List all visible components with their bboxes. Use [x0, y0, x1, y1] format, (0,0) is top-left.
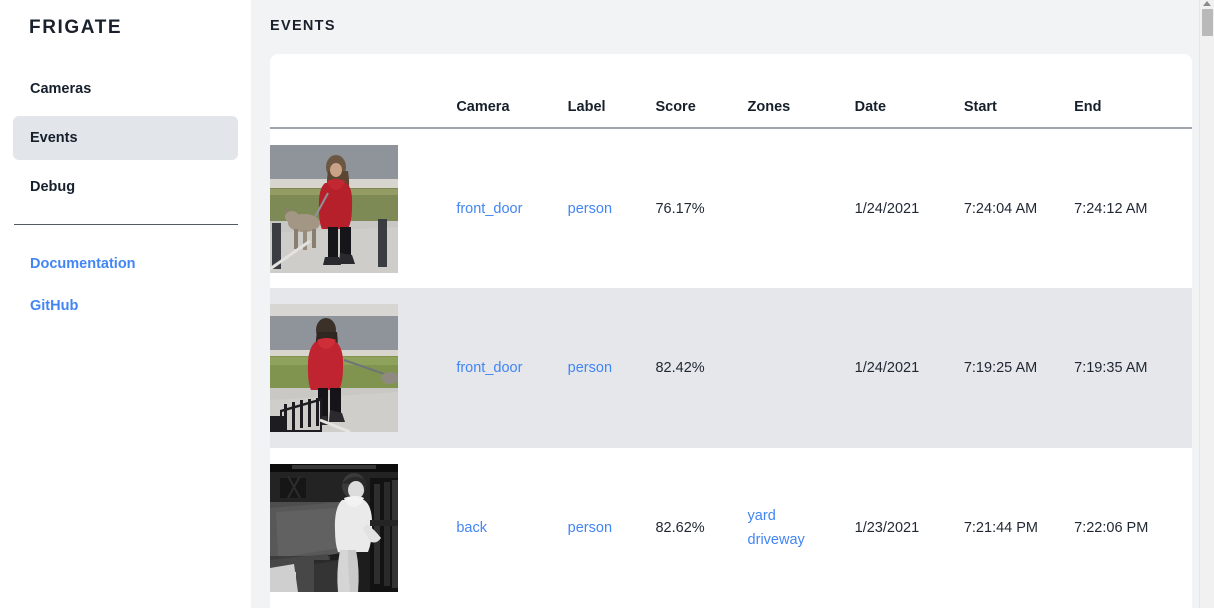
column-header-end: End: [1074, 99, 1102, 115]
scrollbar-thumb[interactable]: [1202, 9, 1213, 36]
event-zones-cell: [747, 288, 855, 448]
event-thumbnail-cell: [270, 128, 456, 288]
event-camera-cell: back: [456, 448, 567, 608]
sidebar-item-label: Debug: [30, 179, 76, 195]
column-header-zones: Zones: [747, 99, 791, 115]
event-score-cell: 82.42%: [655, 288, 748, 448]
event-date-cell: 1/24/2021: [854, 200, 920, 217]
events-table-body: front_door person 76.17% 1/24/2021 7:24:…: [270, 128, 1192, 608]
sidebar-nav: Cameras Events Debug: [0, 67, 251, 209]
event-thumbnail-image[interactable]: [270, 304, 398, 432]
event-zone-link[interactable]: driveway: [747, 532, 805, 548]
page-scrollbar[interactable]: [1199, 0, 1214, 608]
event-label-cell: person: [567, 288, 656, 448]
event-label-link[interactable]: person: [567, 520, 613, 536]
sidebar-item-cameras[interactable]: Cameras: [13, 67, 238, 111]
sidebar-divider: [14, 224, 238, 225]
table-row[interactable]: front_door person 76.17% 1/24/2021 7:24:…: [270, 128, 1192, 288]
event-date-cell: 1/23/2021: [854, 520, 920, 536]
event-date-cell: 1/24/2021: [854, 288, 964, 448]
event-camera-cell: front_door: [456, 288, 568, 448]
sidebar-links: Documentation GitHub: [0, 243, 251, 327]
event-thumbnail-image[interactable]: [270, 464, 398, 592]
sidebar-item-label: Events: [30, 130, 78, 146]
page-title: EVENTS: [270, 18, 336, 34]
events-card: Camera Label Score Zones Date Start End: [270, 54, 1192, 608]
column-header-date: Date: [854, 99, 887, 115]
sidebar: FRIGATE Cameras Events Debug Documentati…: [0, 0, 251, 608]
sidebar-item-debug[interactable]: Debug: [13, 165, 238, 209]
sidebar-item-events[interactable]: Events: [13, 116, 238, 160]
column-header-camera: Camera: [456, 99, 510, 115]
event-camera-link[interactable]: front_door: [456, 200, 523, 217]
event-end-cell: 7:19:35 AM: [1074, 288, 1192, 448]
event-zone-link[interactable]: yard: [747, 508, 776, 524]
event-label-link[interactable]: person: [567, 200, 613, 217]
event-camera-link[interactable]: back: [456, 520, 487, 536]
column-header-thumbnail: [270, 54, 456, 128]
event-zones-cell: yard driveway: [748, 448, 855, 608]
event-camera-cell: front_door: [456, 128, 567, 288]
app-brand: FRIGATE: [29, 17, 123, 38]
table-row[interactable]: back person 82.62% yard driveway 1/23/20…: [270, 448, 1192, 608]
events-table: Camera Label Score Zones Date Start End: [270, 54, 1192, 608]
events-table-header-row: Camera Label Score Zones Date Start End: [270, 54, 1192, 128]
sidebar-link-documentation[interactable]: Documentation: [30, 256, 136, 272]
sidebar-link-github[interactable]: GitHub: [30, 298, 79, 314]
event-thumbnail-cell: [270, 288, 457, 448]
column-header-label: Label: [567, 99, 606, 115]
column-header-start: Start: [963, 99, 997, 115]
event-label-cell: person: [568, 448, 656, 608]
scroll-up-arrow-icon[interactable]: [1203, 1, 1211, 6]
event-start-cell: 7:19:25 AM: [963, 288, 1075, 448]
event-label-cell: person: [568, 128, 656, 288]
event-end-cell: 7:24:12 AM: [1074, 200, 1148, 217]
event-start-cell: 7:21:44 PM: [963, 520, 1039, 536]
event-thumbnail-image[interactable]: [270, 144, 398, 273]
event-score-cell: 82.62%: [655, 520, 705, 536]
event-camera-link[interactable]: front_door: [456, 360, 523, 376]
sidebar-item-label: Cameras: [30, 81, 92, 97]
event-zones-cell: [748, 128, 855, 288]
main-content: EVENTS Camera Label Score Zones Date Sta…: [251, 0, 1214, 608]
events-table-head: Camera Label Score Zones Date Start End: [270, 54, 1192, 128]
event-thumbnail-cell: [270, 448, 456, 608]
event-end-cell: 7:22:06 PM: [1074, 520, 1149, 536]
event-start-cell: 7:24:04 AM: [963, 200, 1038, 217]
table-row[interactable]: front_door person 82.42% 1/24/2021 7:19:…: [270, 288, 1192, 448]
event-score-cell: 76.17%: [655, 200, 705, 217]
event-label-link[interactable]: person: [567, 360, 613, 376]
column-header-score: Score: [655, 99, 696, 115]
